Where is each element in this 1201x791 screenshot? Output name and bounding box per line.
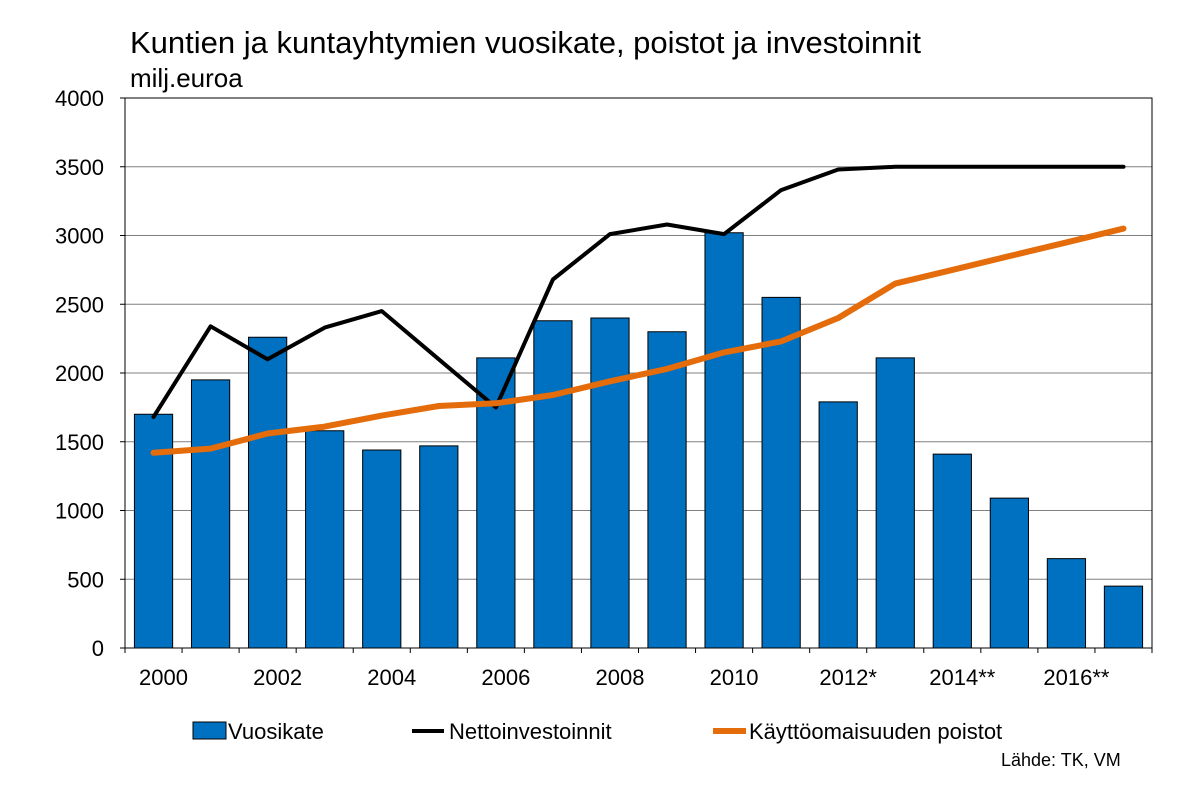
bar	[932, 453, 972, 649]
source-note: Lähde: TK, VM	[1001, 750, 1121, 770]
y-tick-label: 4000	[55, 86, 104, 111]
chart-subtitle: milj.euroa	[130, 63, 243, 93]
bar	[190, 379, 231, 649]
y-axis: 0 500 1000 1500 2000 2500 3000 3500 4000	[55, 86, 125, 661]
x-tick-label: 2000	[139, 665, 188, 690]
y-tick-label: 2000	[55, 361, 104, 386]
y-tick-label: 1500	[55, 430, 104, 455]
bar	[1046, 558, 1087, 649]
y-tick-label: 3000	[55, 224, 104, 249]
bar	[248, 336, 288, 649]
x-tick-label: 2002	[253, 665, 302, 690]
x-tick-label: 2016**	[1043, 665, 1110, 690]
bar	[1103, 585, 1144, 649]
bar	[647, 331, 687, 649]
bar	[875, 357, 915, 649]
bar	[419, 445, 459, 649]
bar	[362, 449, 402, 649]
x-axis: 2000 2002 2004 2006 2008 2010 2012* 2014** 2016*…	[124, 648, 1153, 690]
y-tick-label: 2500	[55, 292, 104, 317]
legend-label: Vuosikate	[228, 719, 324, 744]
bar	[590, 317, 630, 649]
bar	[818, 401, 858, 649]
x-tick-label: 2004	[367, 665, 416, 690]
legend-label: Nettoinvestoinnit	[449, 719, 612, 744]
bar	[533, 320, 573, 649]
y-tick-label: 0	[92, 636, 104, 661]
bar	[305, 430, 345, 649]
chart-title: Kuntien ja kuntayhtymien vuosikate, pois…	[130, 25, 921, 60]
bars	[133, 232, 1144, 649]
legend-label: Käyttöomaisuuden poistot	[749, 719, 1002, 744]
bar	[704, 232, 744, 649]
series-line	[150, 225, 1127, 456]
legend: Vuosikate Nettoinvestoinnit Käyttöomaisuud…	[192, 719, 1002, 744]
series-lines	[150, 164, 1127, 456]
x-tick-label: 2010	[710, 665, 759, 690]
y-tick-label: 500	[67, 567, 104, 592]
x-tick-label: 2014**	[929, 665, 996, 690]
y-tick-label: 3500	[55, 155, 104, 180]
bar	[761, 296, 801, 649]
legend-swatch-bar	[192, 721, 227, 740]
x-tick-label: 2012*	[819, 665, 877, 690]
bar	[989, 497, 1029, 649]
x-tick-label: 2008	[595, 665, 644, 690]
y-tick-label: 1000	[55, 499, 104, 524]
x-tick-label: 2006	[481, 665, 530, 690]
series-line	[151, 164, 1126, 419]
